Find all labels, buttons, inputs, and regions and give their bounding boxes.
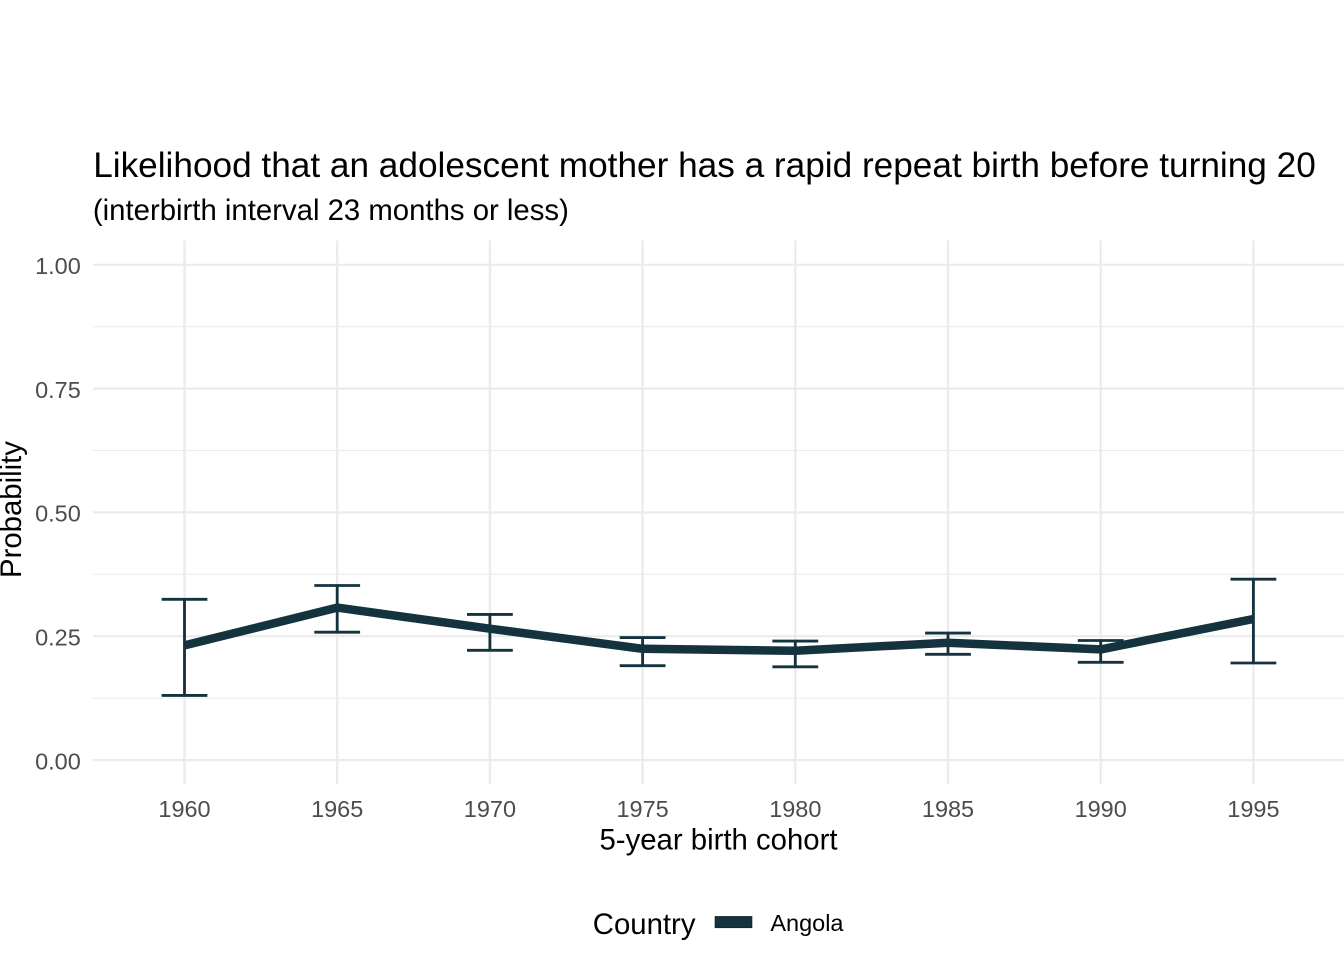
svg-text:1.00: 1.00 — [35, 253, 81, 279]
svg-text:1985: 1985 — [922, 796, 974, 822]
svg-text:0.50: 0.50 — [35, 501, 81, 527]
svg-text:0.75: 0.75 — [35, 377, 81, 403]
svg-text:5-year birth cohort: 5-year birth cohort — [600, 824, 838, 857]
svg-text:Likelihood that an adolescent: Likelihood that an adolescent mother has… — [93, 146, 1316, 185]
svg-text:1970: 1970 — [464, 796, 516, 822]
svg-text:1975: 1975 — [616, 796, 668, 822]
svg-text:1990: 1990 — [1075, 796, 1127, 822]
svg-text:0.00: 0.00 — [35, 748, 81, 774]
svg-text:1980: 1980 — [769, 796, 821, 822]
svg-text:1995: 1995 — [1227, 796, 1279, 822]
svg-text:Country: Country — [593, 908, 696, 941]
svg-text:Angola: Angola — [770, 910, 844, 936]
svg-text:(interbirth interval 23 months: (interbirth interval 23 months or less) — [93, 194, 569, 227]
svg-text:0.25: 0.25 — [35, 625, 81, 651]
svg-text:Probability: Probability — [0, 441, 28, 578]
svg-text:1960: 1960 — [158, 796, 210, 822]
svg-text:1965: 1965 — [311, 796, 363, 822]
